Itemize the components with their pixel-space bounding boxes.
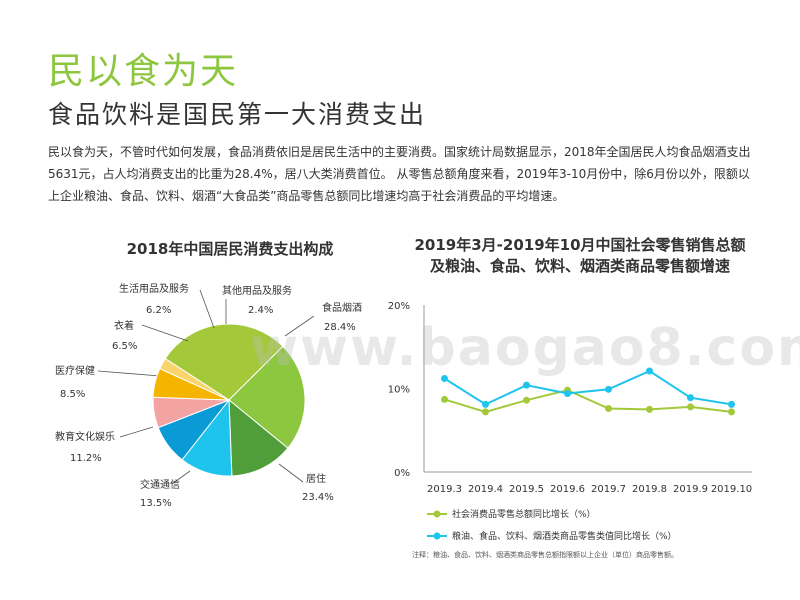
page-title: 民以食为天	[48, 51, 239, 92]
pie-slice-value-6: 6.5%	[112, 341, 137, 352]
pie-chart-title: 2018年中国居民消费支出构成	[126, 240, 334, 258]
y-tick-label-1: 0%	[394, 468, 410, 479]
pie-slice-value-8: 2.4%	[248, 305, 273, 316]
chart-note: 注释：粮油、食品、饮料、烟酒类商品零售总额指限额以上企业（单位）商品零售额。	[412, 551, 678, 559]
series-2-point-2	[482, 400, 489, 408]
pie-slice-2	[228, 345, 306, 449]
pie-leader-line-4	[119, 426, 154, 438]
y-tick-label-2: 10%	[388, 385, 410, 396]
legend-label-1: 社会消费品零售总额同比增长（%）	[452, 508, 596, 520]
series-2-point-4	[564, 390, 571, 398]
pie-slice-name-6: 衣着	[114, 319, 134, 332]
x-tick-label-1: 2019.3	[427, 484, 462, 495]
pie-slice-value-1: 28.4%	[324, 322, 356, 333]
pie-slice-1	[164, 323, 284, 401]
line-chart-title-line2: 及粮油、食品、饮料、烟酒类商品零售额增速	[429, 257, 730, 275]
series-2-point-8	[728, 400, 735, 408]
x-tick-label-7: 2019.9	[673, 484, 708, 495]
series-1-point-5	[605, 405, 612, 413]
line-chart-title: 2019年3月-2019年10月中国社会零售销售总额 及粮油、食品、饮料、烟酒类…	[395, 235, 765, 277]
series-line-2	[443, 369, 732, 406]
intro-paragraph: 民以食为天，不管时代如何发展，食品消费依旧是居民生活中的主要消费。国家统计局数据…	[48, 145, 751, 203]
series-2-point-1	[441, 374, 448, 382]
series-2-point-6	[646, 367, 653, 375]
legend-label-2: 粮油、食品、饮料、烟酒类商品零售类值同比增长（%）	[452, 530, 677, 542]
pie-slice-8	[159, 357, 230, 401]
pie-leader-line-3	[171, 470, 191, 485]
series-2-point-3	[523, 381, 530, 389]
line-chart-title-line1: 2019年3月-2019年10月中国社会零售销售总额	[414, 236, 746, 254]
pie-slice-name-1: 食品烟酒	[322, 301, 362, 314]
pie-slice-name-7: 生活用品及服务	[119, 282, 189, 295]
pie-slice-value-4: 11.2%	[70, 453, 102, 464]
series-2-point-7	[687, 394, 694, 402]
pie-slice-value-3: 13.5%	[140, 498, 172, 509]
series-1-point-7	[687, 403, 694, 411]
x-tick-label-6: 2019.8	[632, 484, 667, 495]
series-1-point-2	[482, 408, 489, 416]
pie-slice-name-5: 医疗保健	[55, 364, 95, 377]
pie-slice-value-5: 8.5%	[60, 389, 85, 400]
series-1-point-6	[646, 405, 653, 413]
pie-slice-value-7: 6.2%	[146, 305, 171, 316]
series-line-1	[444, 389, 732, 413]
x-tick-label-5: 2019.7	[591, 484, 626, 495]
x-tick-label-2: 2019.4	[468, 484, 503, 495]
pie-leader-line-7	[199, 289, 215, 329]
pie-slice-name-3: 交通通信	[140, 478, 180, 491]
x-tick-label-4: 2019.6	[550, 484, 585, 495]
series-1-point-8	[728, 408, 735, 416]
pie-slice-value-2: 23.4%	[302, 492, 334, 503]
pie-leader-line-1	[284, 315, 315, 337]
x-tick-label-3: 2019.5	[509, 484, 544, 495]
watermark: www.baogao8.com	[250, 318, 800, 378]
series-2-point-5	[605, 385, 612, 393]
legend-swatch-marker-2	[433, 532, 441, 540]
series-1-point-1	[441, 395, 448, 403]
legend-swatch-marker-1	[433, 510, 441, 518]
pie-slice-name-4: 教育文化娱乐	[55, 430, 115, 443]
y-tick-label-3: 20%	[388, 301, 410, 312]
pie-slice-name-2: 居住	[306, 472, 326, 485]
pie-slice-3	[228, 398, 289, 477]
page-subtitle: 食品饮料是国民第一大消费支出	[48, 100, 427, 129]
x-tick-label-8: 2019.10	[711, 484, 752, 495]
pie-leader-line-5	[97, 370, 161, 377]
pie-slice-name-8: 其他用品及服务	[222, 284, 292, 297]
pie-leader-line-6	[141, 324, 189, 342]
pie-leader-line-2	[278, 463, 304, 483]
series-1-point-3	[523, 396, 530, 404]
